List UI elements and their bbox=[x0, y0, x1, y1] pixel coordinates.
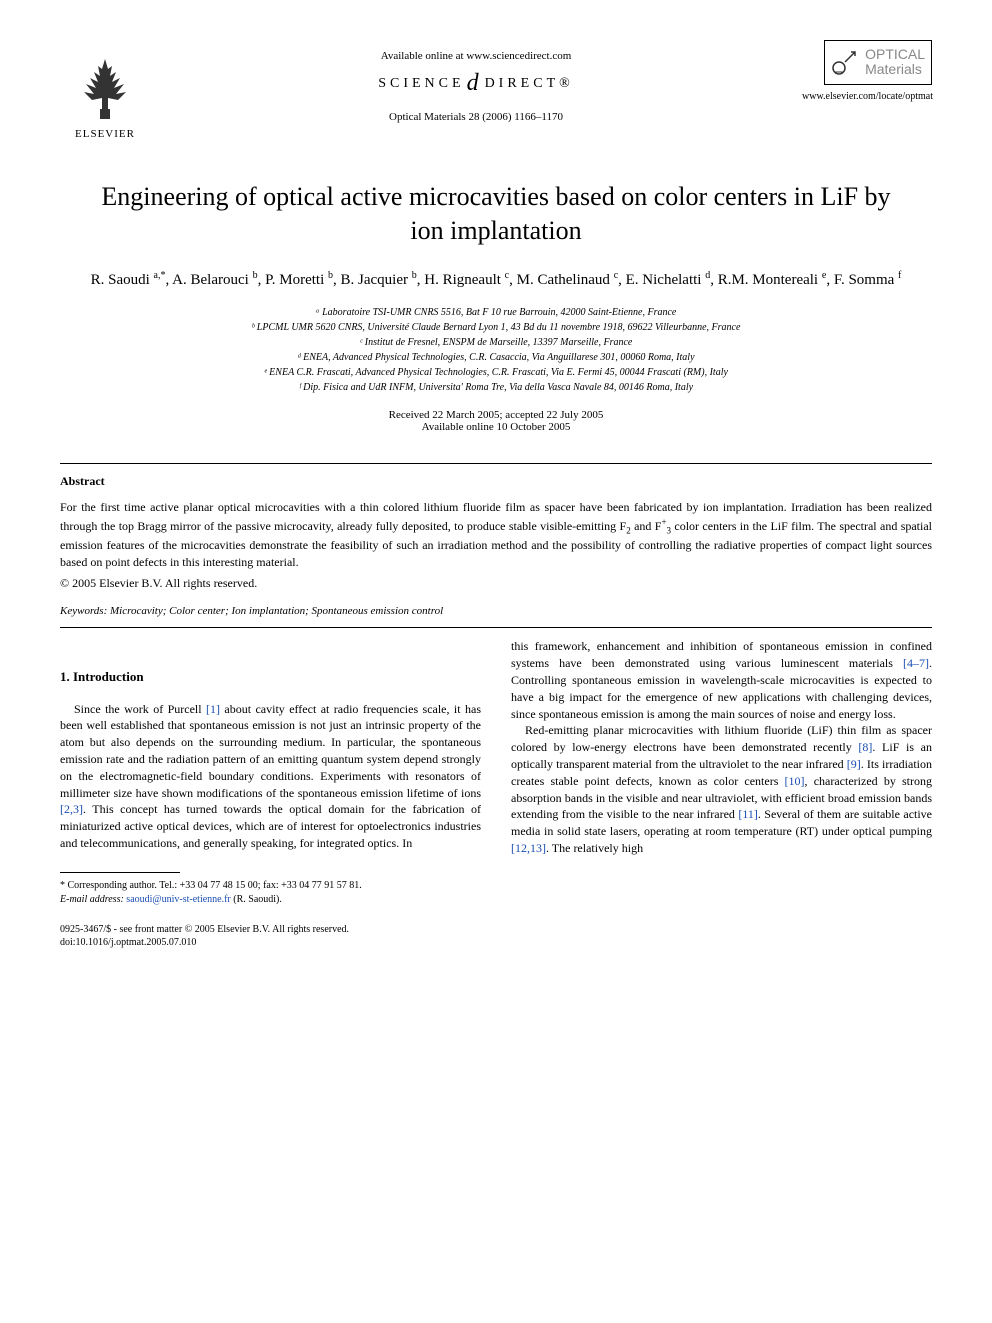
abstract-copyright: © 2005 Elsevier B.V. All rights reserved… bbox=[60, 576, 932, 591]
optical-materials-icon bbox=[831, 48, 859, 76]
divider-top bbox=[60, 463, 932, 464]
journal-name-l1: OPTICAL bbox=[865, 47, 925, 62]
citation-link[interactable]: [11] bbox=[738, 807, 758, 821]
elsevier-tree-icon bbox=[70, 54, 140, 124]
authors-list: R. Saoudi a,*, A. Belarouci b, P. Morett… bbox=[80, 268, 912, 292]
keywords-text: Microcavity; Color center; Ion implantat… bbox=[110, 605, 443, 617]
dates-block: Received 22 March 2005; accepted 22 July… bbox=[60, 409, 932, 433]
keywords-line: Keywords: Microcavity; Color center; Ion… bbox=[60, 605, 932, 617]
footer-block: 0925-3467/$ - see front matter © 2005 El… bbox=[60, 923, 481, 949]
section-1-heading: 1. Introduction bbox=[60, 668, 481, 686]
email-address[interactable]: saoudi@univ-st-etienne.fr bbox=[126, 894, 230, 905]
intro-para-1-right: this framework, enhancement and inhibiti… bbox=[511, 638, 932, 722]
citation-link[interactable]: [9] bbox=[847, 757, 861, 771]
article-title: Engineering of optical active microcavit… bbox=[100, 180, 892, 248]
sd-at-icon: d bbox=[467, 70, 483, 97]
page-header: ELSEVIER Available online at www.science… bbox=[60, 40, 932, 140]
available-online-date: Available online 10 October 2005 bbox=[60, 421, 932, 433]
intro-para-2-right: Red-emitting planar microcavities with l… bbox=[511, 722, 932, 856]
science-direct-logo: SCIENCE d DIRECT® bbox=[150, 70, 802, 97]
publisher-logo: ELSEVIER bbox=[60, 40, 150, 140]
citation-link[interactable]: [4–7] bbox=[903, 656, 929, 670]
column-right: this framework, enhancement and inhibiti… bbox=[511, 638, 932, 948]
journal-name-l2: Materials bbox=[865, 62, 925, 77]
affiliation-line: ᵈ ENEA, Advanced Physical Technologies, … bbox=[60, 350, 932, 365]
citation-link[interactable]: [2,3] bbox=[60, 802, 83, 816]
locate-url: www.elsevier.com/locate/optmat bbox=[802, 91, 932, 102]
footer-line2: doi:10.1016/j.optmat.2005.07.010 bbox=[60, 936, 481, 949]
body-columns: 1. Introduction Since the work of Purcel… bbox=[60, 638, 932, 948]
journal-logo-box: OPTICAL Materials bbox=[824, 40, 932, 85]
footnotes-block: * Corresponding author. Tel.: +33 04 77 … bbox=[60, 879, 481, 907]
divider-bottom bbox=[60, 627, 932, 628]
citation-link[interactable]: [10] bbox=[785, 774, 805, 788]
abstract-heading: Abstract bbox=[60, 474, 932, 489]
sd-right: DIRECT® bbox=[485, 76, 574, 92]
email-label: E-mail address: bbox=[60, 894, 124, 905]
affiliation-line: ᶜ Institut de Fresnel, ENSPM de Marseill… bbox=[60, 335, 932, 350]
intro-para-1-left: Since the work of Purcell [1] about cavi… bbox=[60, 701, 481, 852]
sd-left: SCIENCE bbox=[378, 76, 464, 92]
available-online-text: Available online at www.sciencedirect.co… bbox=[150, 50, 802, 62]
footnote-separator bbox=[60, 872, 180, 873]
journal-logo-text: OPTICAL Materials bbox=[865, 47, 925, 78]
footer-line1: 0925-3467/$ - see front matter © 2005 El… bbox=[60, 923, 481, 936]
keywords-label: Keywords: bbox=[60, 605, 107, 617]
affiliation-line: ᶠ Dip. Fisica and UdR INFM, Universita' … bbox=[60, 380, 932, 395]
affiliations-block: ᵃ Laboratoire TSI-UMR CNRS 5516, Bat F 1… bbox=[60, 305, 932, 395]
email-line: E-mail address: saoudi@univ-st-etienne.f… bbox=[60, 893, 481, 907]
column-left: 1. Introduction Since the work of Purcel… bbox=[60, 638, 481, 948]
received-accepted: Received 22 March 2005; accepted 22 July… bbox=[60, 409, 932, 421]
journal-citation: Optical Materials 28 (2006) 1166–1170 bbox=[150, 111, 802, 123]
publisher-name: ELSEVIER bbox=[75, 128, 135, 140]
affiliation-line: ᵃ Laboratoire TSI-UMR CNRS 5516, Bat F 1… bbox=[60, 305, 932, 320]
email-author: (R. Saoudi). bbox=[233, 894, 282, 905]
journal-logo-block: OPTICAL Materials www.elsevier.com/locat… bbox=[802, 40, 932, 102]
citation-link[interactable]: [8] bbox=[858, 740, 872, 754]
corresponding-author: * Corresponding author. Tel.: +33 04 77 … bbox=[60, 879, 481, 893]
header-center: Available online at www.sciencedirect.co… bbox=[150, 40, 802, 123]
affiliation-line: ᵉ ENEA C.R. Frascati, Advanced Physical … bbox=[60, 365, 932, 380]
citation-link[interactable]: [1] bbox=[206, 702, 220, 716]
citation-link[interactable]: [12,13] bbox=[511, 841, 546, 855]
affiliation-line: ᵇ LPCML UMR 5620 CNRS, Université Claude… bbox=[60, 320, 932, 335]
abstract-body: For the first time active planar optical… bbox=[60, 499, 932, 570]
